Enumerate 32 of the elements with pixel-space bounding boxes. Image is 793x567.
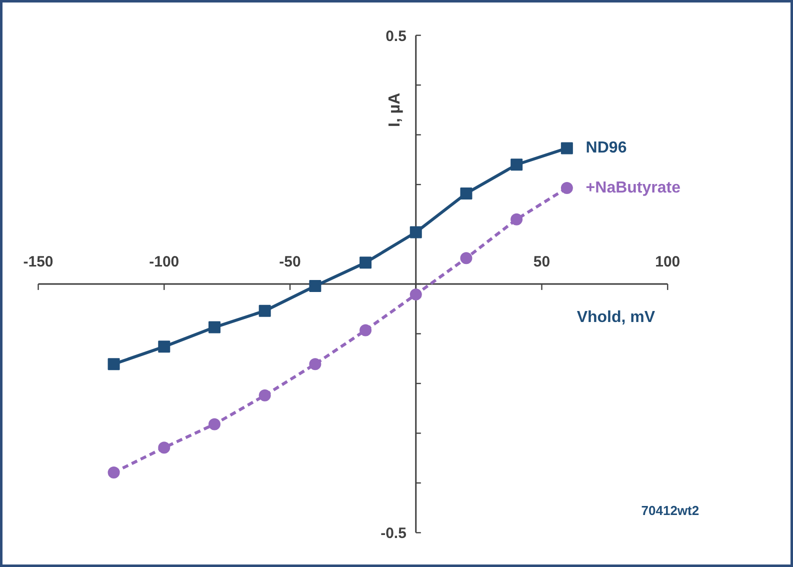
x-tick-label: -150 bbox=[23, 254, 54, 271]
y-axis-title: I, µA bbox=[386, 92, 404, 127]
point bbox=[410, 226, 422, 238]
point bbox=[208, 418, 220, 430]
point bbox=[309, 358, 322, 370]
x-tick-label: -50 bbox=[279, 254, 301, 271]
point bbox=[560, 142, 573, 154]
annotation: 70412wt2 bbox=[641, 502, 700, 518]
point bbox=[360, 324, 372, 336]
point bbox=[309, 280, 322, 292]
point bbox=[460, 252, 472, 264]
point bbox=[510, 158, 523, 171]
point bbox=[258, 389, 271, 402]
point bbox=[410, 288, 422, 300]
y-tick-label: 0.5 bbox=[386, 28, 406, 45]
x-tick-label: 100 bbox=[655, 254, 680, 271]
y-tick-label: -0.5 bbox=[380, 525, 406, 542]
point bbox=[560, 182, 573, 194]
point bbox=[510, 213, 523, 226]
point bbox=[258, 304, 271, 317]
x-tick-label: 50 bbox=[533, 254, 550, 271]
point bbox=[158, 442, 170, 454]
point bbox=[108, 466, 120, 478]
point bbox=[460, 187, 472, 200]
x-axis-title: Vhold, mV bbox=[576, 308, 656, 326]
point bbox=[208, 321, 220, 334]
series-label: +NaButyrate bbox=[586, 180, 681, 197]
point bbox=[158, 340, 170, 353]
point bbox=[360, 256, 372, 269]
x-tick-label: -100 bbox=[149, 254, 180, 271]
point bbox=[108, 358, 120, 370]
series-label: ND96 bbox=[586, 140, 627, 157]
